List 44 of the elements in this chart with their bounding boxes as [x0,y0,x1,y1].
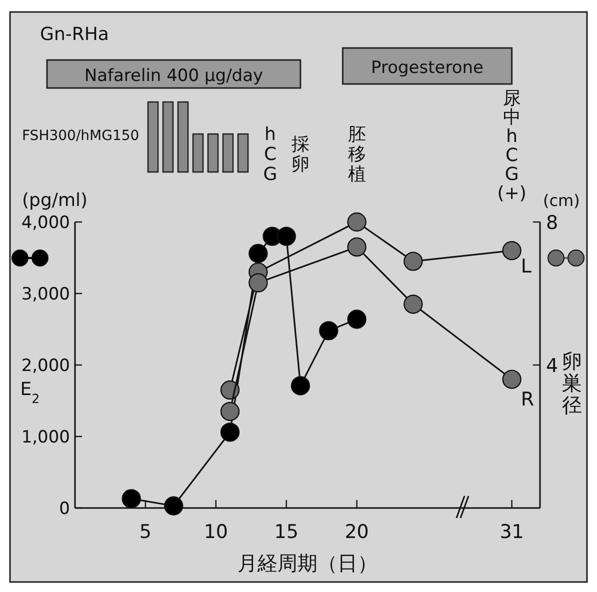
point [122,489,141,508]
point [290,376,310,396]
y-tick-label: 3,000 [21,284,70,304]
text: Nafarelin 400 μg/day [84,66,264,86]
text: FSH300/hMG150 [22,128,140,144]
x-tick-label: 15 [274,521,298,543]
point [347,237,366,257]
x-tick-label: 5 [139,521,152,543]
point [404,252,423,271]
x-axis-title: 月経周期（日） [238,551,378,575]
text: Gn-RHa [40,24,109,45]
point [347,212,366,232]
text: (pg/ml) [22,190,88,211]
y-axis-title: E$_{2}$ [20,379,40,406]
y2-tick-label: 8 [546,212,558,234]
point [404,294,423,314]
point [502,241,522,260]
text: 採卵 [291,134,310,175]
point [164,496,184,516]
y-tick-label: 4,000 [21,213,70,233]
point [248,273,268,292]
point [220,402,240,422]
y-tick-label: 0 [59,499,70,519]
point [347,310,366,329]
text: (cm) [543,191,580,210]
text: Progesterone [371,58,484,78]
x-tick-label: 31 [500,521,524,543]
x-tick-label: 10 [204,521,228,543]
y2-axis-title: 卵巣径 [562,349,582,417]
y-tick-label: 2,000 [21,356,70,376]
y-tick-label: 1,000 [21,428,70,448]
text: 尿中hCG(+) [497,88,526,204]
point [248,244,268,264]
point [276,226,296,246]
legend-label: L [520,256,532,278]
text: hCG [263,124,278,185]
point [220,380,240,400]
point [502,370,522,389]
point [319,321,338,340]
x-tick-label: 20 [344,521,369,543]
series-label: R [520,388,534,410]
text: 胚移植 [348,124,366,185]
point [220,422,240,442]
y2-tick-label: 4 [546,355,558,377]
